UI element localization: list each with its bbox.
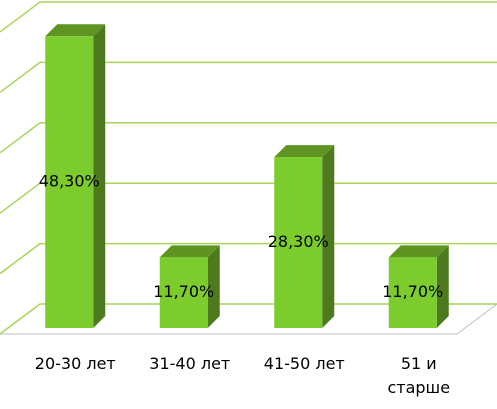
grid-line bbox=[0, 182, 497, 214]
bar-top bbox=[45, 24, 106, 37]
bar-side bbox=[207, 245, 220, 328]
bar bbox=[388, 257, 437, 328]
bar-side bbox=[93, 24, 106, 328]
data-label: 48,30% bbox=[39, 172, 100, 191]
bar-side bbox=[322, 145, 335, 328]
data-label: 11,70% bbox=[382, 282, 443, 301]
grid-line bbox=[0, 122, 497, 154]
grid-line bbox=[0, 242, 497, 275]
data-label: 28,30% bbox=[268, 232, 329, 251]
bar-side bbox=[436, 245, 449, 328]
bar bbox=[159, 257, 208, 328]
x-tick-label: 51 и старше bbox=[387, 354, 451, 397]
bar bbox=[274, 157, 323, 328]
x-tick-label: 41-50 лет bbox=[263, 354, 345, 373]
x-tick-label: 31-40 лет bbox=[149, 354, 231, 373]
bar-top bbox=[159, 245, 220, 258]
bar bbox=[45, 36, 94, 328]
grid-line bbox=[0, 303, 497, 335]
bar-top bbox=[274, 145, 335, 158]
data-label: 11,70% bbox=[153, 282, 214, 301]
grid-line bbox=[0, 61, 497, 93]
grid-line bbox=[0, 1, 497, 33]
x-tick-label: 20-30 лет bbox=[34, 354, 116, 373]
bar-top bbox=[388, 245, 449, 258]
